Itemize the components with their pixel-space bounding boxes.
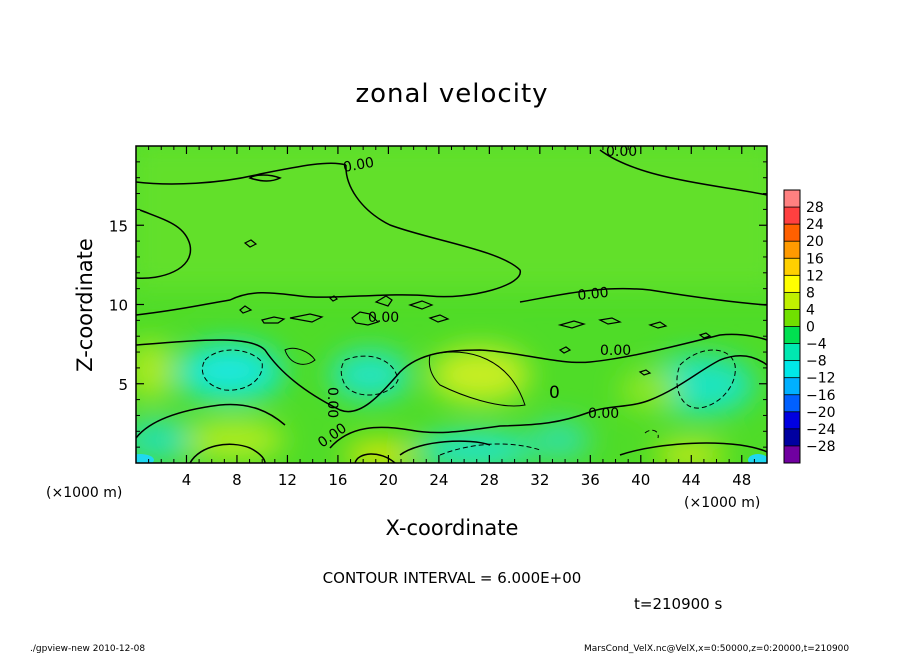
colorbar-label: −20 bbox=[806, 405, 836, 421]
colorbar-label: 4 bbox=[806, 302, 815, 318]
x-axis: 4 8 12 16 20 24 28 32 36 40 44 48 bbox=[148, 146, 755, 489]
y-tick-label: 10 bbox=[109, 297, 128, 315]
colorbar-segment bbox=[784, 377, 800, 396]
colorbar-label: 20 bbox=[806, 234, 824, 250]
contour-label: 0.00 bbox=[600, 343, 631, 359]
colorbar-segment bbox=[784, 309, 800, 327]
x-tick-label: 28 bbox=[480, 471, 499, 489]
plot-area: 0.00 0.00 0.00 0.00 0.00 0.00 0.00 0.00 … bbox=[136, 144, 767, 463]
colorbar-segment bbox=[784, 411, 800, 430]
colorbar-segment bbox=[784, 326, 800, 345]
x-tick-label: 16 bbox=[328, 471, 347, 489]
x-axis-label: X-coordinate bbox=[386, 516, 519, 540]
contour-label: 0.00 bbox=[342, 155, 375, 176]
colorbar-segment bbox=[784, 428, 800, 447]
x-tick-label: 20 bbox=[379, 471, 398, 489]
colorbar-label: 12 bbox=[806, 268, 824, 284]
x-tick-label: 36 bbox=[581, 471, 600, 489]
footer-left: ./gpview-new 2010-12-08 bbox=[30, 644, 145, 654]
colorbar-label: −28 bbox=[806, 439, 836, 455]
time-label: t=210900 s bbox=[634, 595, 722, 613]
x-tick-label: 44 bbox=[682, 471, 701, 489]
x-tick-label: 8 bbox=[232, 471, 242, 489]
colorbar-segment bbox=[784, 292, 800, 310]
contour-label: 0.00 bbox=[324, 387, 340, 418]
contour-label: 0.00 bbox=[588, 406, 619, 422]
contour-label: 0.00 bbox=[606, 144, 637, 160]
colorbar-label: 8 bbox=[806, 285, 815, 301]
x-tick-label: 48 bbox=[732, 471, 751, 489]
colorbar-label: −16 bbox=[806, 388, 836, 404]
contour-lines bbox=[136, 149, 767, 463]
colorbar-label: 16 bbox=[806, 251, 824, 267]
colorbar-label: −24 bbox=[806, 422, 836, 438]
y-axis: 5 10 15 bbox=[109, 161, 767, 448]
chart-title: zonal velocity bbox=[355, 79, 548, 109]
colorbar-label: −12 bbox=[806, 371, 836, 387]
y-tick-label: 5 bbox=[118, 376, 128, 394]
y-tick-label: 15 bbox=[109, 217, 128, 235]
contour-interval: CONTOUR INTERVAL = 6.000E+00 bbox=[323, 569, 582, 587]
colorbar-label: −8 bbox=[806, 354, 827, 370]
contour-label: 0.00 bbox=[368, 310, 399, 326]
footer-right: MarsCond_VelX.nc@VelX,x=0:50000,z=0:2000… bbox=[584, 644, 849, 654]
contour-label: 0 bbox=[549, 383, 560, 403]
colorbar-segment bbox=[784, 241, 800, 259]
x-tick-label: 40 bbox=[631, 471, 650, 489]
x-tick-label: 24 bbox=[429, 471, 448, 489]
noisy-contours bbox=[239, 239, 712, 376]
colorbar-label: 24 bbox=[806, 217, 824, 233]
colorbar-label: −4 bbox=[806, 337, 827, 353]
x-tick-label: 4 bbox=[182, 471, 192, 489]
colorbar-label: 0 bbox=[806, 320, 815, 336]
y-axis-label: Z-coordinate bbox=[73, 238, 97, 372]
colorbar-segment bbox=[784, 445, 800, 464]
colorbar-segment bbox=[784, 258, 800, 276]
contour-label: 0.00 bbox=[577, 285, 610, 304]
x-axis-unit: (×1000 m) bbox=[684, 495, 760, 511]
colorbar-segment bbox=[784, 224, 800, 242]
colorbar-segment bbox=[784, 360, 800, 379]
x-tick-label: 32 bbox=[530, 471, 549, 489]
dashed-contours bbox=[201, 349, 736, 456]
colorbar-segment bbox=[784, 275, 800, 293]
y-axis-unit: (×1000 m) bbox=[46, 485, 122, 501]
color-field bbox=[136, 146, 767, 463]
x-tick-label: 12 bbox=[278, 471, 297, 489]
colorbar-label: 28 bbox=[806, 200, 824, 216]
colorbar-segment bbox=[784, 207, 800, 225]
colorbar-segment bbox=[784, 190, 800, 208]
colorbar-segment bbox=[784, 343, 800, 362]
colorbar-segment bbox=[784, 394, 800, 413]
